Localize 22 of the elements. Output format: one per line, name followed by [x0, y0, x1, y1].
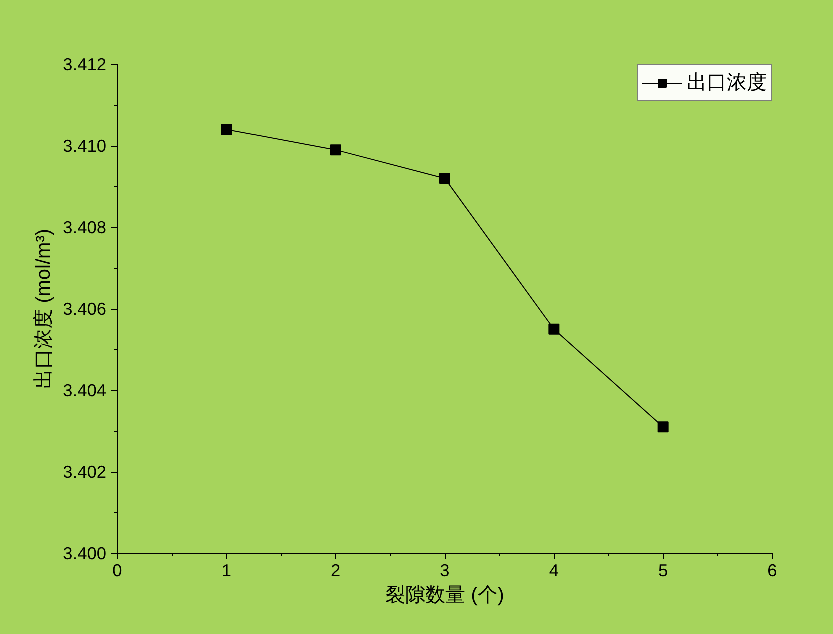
x-tick-label: 3 — [440, 560, 450, 580]
x-tick-label: 0 — [112, 560, 122, 580]
legend-label: 出口浓度 — [687, 71, 767, 96]
point — [548, 324, 560, 335]
point — [440, 173, 450, 184]
y-tick-label: 3.408 — [63, 218, 107, 238]
x-tick-label: 4 — [549, 560, 560, 580]
y-tick-label: 3.404 — [63, 380, 107, 400]
point — [658, 422, 669, 433]
x-axis-title: 裂隙数量 (个) — [386, 584, 504, 606]
y-tick-label: 3.412 — [63, 54, 107, 74]
y-axis-title: 出口浓度 (mol/m³) — [33, 229, 56, 389]
y-tick-label: 3.400 — [63, 544, 107, 564]
y-tick-label: 3.402 — [63, 462, 107, 482]
y-tick-label: 3.406 — [63, 299, 107, 319]
x-tick-label: 6 — [768, 560, 778, 580]
x-tick-label: 5 — [658, 560, 668, 580]
point — [221, 124, 232, 136]
x-tick-label: 2 — [331, 560, 341, 580]
point — [330, 144, 342, 156]
y-tick-label: 3.410 — [63, 136, 107, 156]
x-tick-label: 1 — [222, 560, 232, 580]
